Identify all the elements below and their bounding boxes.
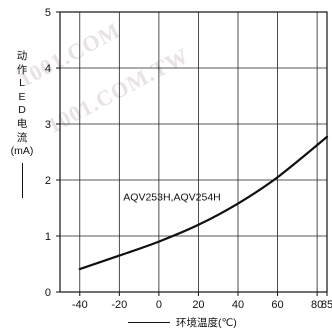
series-line — [78, 135, 329, 271]
y-axis-label-char: 动 — [16, 50, 28, 62]
x-tick-label: 20 — [192, 299, 204, 311]
y-tick-label: 1 — [45, 231, 51, 243]
plot-frame — [59, 11, 328, 293]
series-layer — [78, 135, 329, 271]
y-axis-label-char: D — [18, 104, 26, 117]
y-axis-label-char: 作 — [16, 63, 28, 76]
y-axis-label-char: 流 — [16, 131, 28, 144]
y-axis-label-char: 电 — [16, 117, 28, 130]
axes — [56, 11, 328, 296]
y-tick-label: 5 — [45, 7, 51, 19]
x-tick-label: 60 — [271, 299, 283, 311]
y-axis-label-char: E — [18, 90, 26, 103]
y-tick-label: 4 — [45, 63, 51, 75]
y-tick-label: 3 — [45, 119, 51, 131]
x-tick-label: -20 — [111, 299, 127, 311]
y-tick-label: 2 — [45, 175, 51, 187]
y-tick-label: 0 — [45, 287, 51, 299]
grid — [60, 11, 328, 293]
y-axis-label-char: L — [19, 77, 25, 90]
series-annotation: AQV253H,AQV254H — [123, 192, 220, 204]
x-tick-label: 85 — [321, 299, 332, 311]
x-axis-label-line — [128, 322, 170, 323]
x-axis-label-text: 环境温度(℃) — [176, 317, 237, 329]
x-tick-label: 80 — [311, 299, 323, 311]
x-axis-label: 环境温度(℃) — [128, 316, 268, 329]
x-tick-label: 0 — [156, 299, 162, 311]
x-tick-label: 40 — [232, 299, 244, 311]
y-axis-label-line — [21, 162, 23, 198]
x-tick-label: -40 — [72, 299, 88, 311]
y-axis-unit: (mA) — [10, 145, 34, 158]
